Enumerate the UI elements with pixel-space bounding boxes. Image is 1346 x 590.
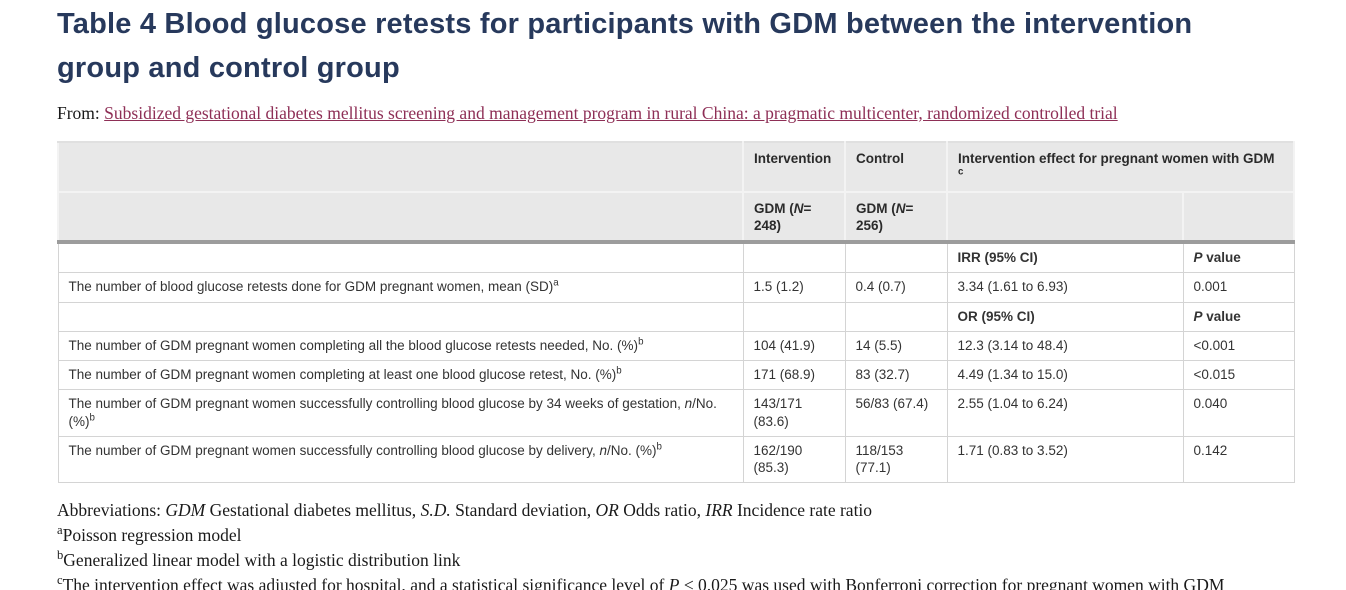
value-cell: IRR (95% CI) xyxy=(946,241,1184,274)
value-cell: 4.49 (1.34 to 15.0) xyxy=(946,360,1184,391)
value-cell: 2.55 (1.04 to 6.24) xyxy=(946,389,1184,437)
table-row: The number of GDM pregnant women complet… xyxy=(57,360,1295,391)
value-cell: P value xyxy=(1182,241,1295,274)
value-cell: 0.001 xyxy=(1182,272,1295,303)
value-cell: 0.040 xyxy=(1182,389,1295,437)
value-cell: 1.71 (0.83 to 3.52) xyxy=(946,435,1184,484)
value-cell: 171 (68.9) xyxy=(742,360,846,391)
row-label-cell: The number of GDM pregnant women complet… xyxy=(57,330,744,362)
row-label-cell: The number of GDM pregnant women success… xyxy=(57,435,744,484)
header-cell-intervention-effect: Intervention effect for pregnant women w… xyxy=(945,141,1296,193)
value-cell: 56/83 (67.4) xyxy=(844,389,948,437)
value-cell: 0.4 (0.7) xyxy=(844,272,948,303)
header-cell-empty xyxy=(57,191,744,245)
source-article-link[interactable]: Subsidized gestational diabetes mellitus… xyxy=(104,103,1118,123)
table-row: The number of blood glucose retests done… xyxy=(57,272,1295,303)
header-cell-empty xyxy=(946,191,1184,245)
value-cell: 12.3 (3.14 to 48.4) xyxy=(946,330,1184,362)
value-cell: 1.5 (1.2) xyxy=(742,272,846,303)
value-cell: <0.001 xyxy=(1182,330,1295,362)
from-label: From: xyxy=(57,103,100,123)
table-row: OR (95% CI) P value xyxy=(57,301,1295,332)
page-title: Table 4 Blood glucose retests for partic… xyxy=(57,8,1193,84)
header-cell-gdm-n248: GDM (N= 248) xyxy=(742,191,846,245)
table-row: Intervention Control Intervention effect… xyxy=(57,141,1296,193)
footnote-b: bGeneralized linear model with a logisti… xyxy=(57,548,461,571)
value-cell: 14 (5.5) xyxy=(844,330,948,362)
value-cell xyxy=(844,301,948,332)
value-cell: 3.34 (1.61 to 6.93) xyxy=(946,272,1184,303)
header-cell-intervention: Intervention xyxy=(742,141,846,193)
table-header: Intervention Control Intervention effect… xyxy=(57,141,1296,245)
header-cell-empty xyxy=(1181,191,1296,245)
row-label-cell xyxy=(57,241,744,274)
value-cell: OR (95% CI) xyxy=(946,301,1184,332)
table-row: The number of GDM pregnant women complet… xyxy=(57,330,1295,362)
row-label-cell: The number of blood glucose retests done… xyxy=(57,272,744,303)
header-cell-empty xyxy=(57,141,744,193)
value-cell: P value xyxy=(1182,301,1295,332)
header-cell-gdm-n256: GDM (N= 256) xyxy=(844,191,948,245)
footnote-c: cThe intervention effect was adjusted fo… xyxy=(57,573,1225,590)
table-row: The number of GDM pregnant women success… xyxy=(57,435,1295,484)
footnote-a: aPoisson regression model xyxy=(57,523,242,546)
row-label-cell: The number of GDM pregnant women complet… xyxy=(57,360,744,391)
table-row: GDM (N= 248) GDM (N= 256) xyxy=(57,191,1296,245)
value-cell: 83 (32.7) xyxy=(844,360,948,391)
footnotes-section: Abbreviations: GDM Gestational diabetes … xyxy=(57,498,1293,590)
table-row: IRR (95% CI) P value xyxy=(57,241,1295,274)
row-label-cell: The number of GDM pregnant women success… xyxy=(57,389,744,437)
value-cell xyxy=(742,301,846,332)
table-row: The number of GDM pregnant women success… xyxy=(57,389,1295,437)
value-cell xyxy=(844,241,948,274)
value-cell: 162/190 (85.3) xyxy=(742,435,846,484)
value-cell: 118/153 (77.1) xyxy=(844,435,948,484)
value-cell: <0.015 xyxy=(1182,360,1295,391)
value-cell xyxy=(742,241,846,274)
value-cell: 104 (41.9) xyxy=(742,330,846,362)
value-cell: 143/171 (83.6) xyxy=(742,389,846,437)
table-body: IRR (95% CI) P value The number of blood g… xyxy=(57,241,1295,484)
results-table: Intervention Control Intervention effect… xyxy=(57,141,1296,484)
row-label-cell xyxy=(57,301,744,332)
header-cell-control: Control xyxy=(844,141,948,193)
value-cell: 0.142 xyxy=(1182,435,1295,484)
source-line: From: Subsidized gestational diabetes me… xyxy=(57,103,1293,124)
footnote-abbreviations: Abbreviations: GDM Gestational diabetes … xyxy=(57,500,873,521)
